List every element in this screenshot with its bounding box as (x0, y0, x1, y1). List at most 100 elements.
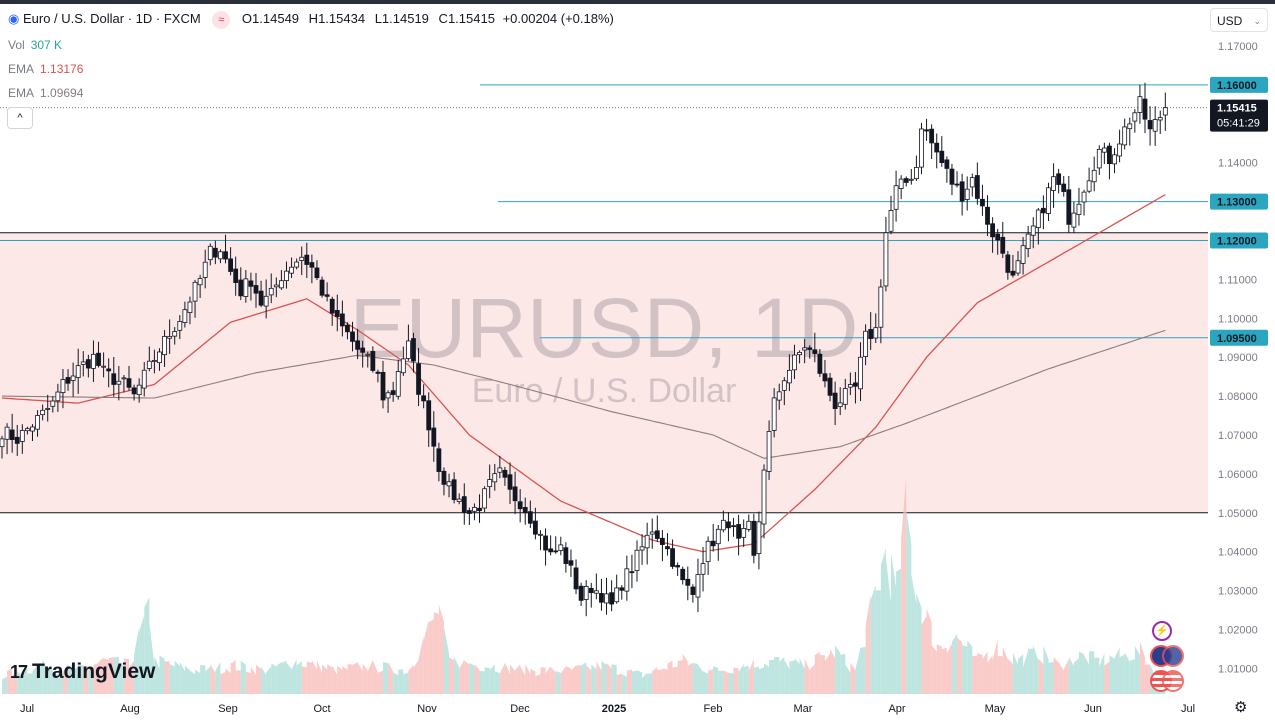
candle (451, 472, 457, 504)
volume-segment (794, 658, 800, 694)
volume-segment (1099, 653, 1105, 694)
volume-segment (758, 667, 764, 694)
candle (792, 344, 797, 379)
x-tick-label: Nov (417, 703, 437, 715)
candle-body (1127, 123, 1133, 130)
volume-segment (799, 658, 805, 694)
candle (101, 352, 106, 378)
candle-body (995, 233, 1001, 241)
volume-segment (809, 664, 815, 694)
volume-segment (52, 673, 58, 694)
volume-segment (723, 670, 729, 694)
candle (487, 464, 493, 499)
volume-segment (17, 671, 23, 694)
volume-segment (403, 672, 409, 694)
volume-segment (123, 658, 129, 694)
currency-select[interactable]: USD ⌄ (1210, 8, 1268, 32)
candle-body (868, 329, 874, 339)
candle-body (720, 519, 726, 531)
candle (660, 529, 665, 562)
volume-segment (804, 658, 810, 694)
lightning-icon[interactable]: ⚡ (1152, 621, 1172, 641)
settings-gear-icon[interactable]: ⚙ (1234, 699, 1248, 716)
volume-segment (1139, 641, 1145, 694)
candle (319, 276, 325, 298)
candle (345, 322, 350, 340)
volume-segment (586, 665, 592, 694)
candle-body (512, 486, 518, 502)
candle-body (771, 397, 777, 431)
y-tick-label: 1.06000 (1218, 469, 1258, 481)
candle-body (157, 351, 162, 364)
volume-indicator[interactable]: Vol 307 K (8, 38, 62, 52)
candle (822, 359, 828, 388)
candle (695, 558, 701, 613)
candle-body (883, 232, 889, 287)
volume-segment (129, 660, 135, 694)
candle (868, 312, 874, 350)
candle-body (228, 258, 234, 272)
volume-segment (62, 663, 69, 694)
candle (807, 345, 813, 359)
candle (705, 536, 711, 575)
candle (55, 383, 61, 412)
volume-segment (652, 666, 658, 694)
candle-body (4, 426, 10, 440)
candle-body (563, 547, 569, 564)
collapse-legend-button[interactable]: ^ (7, 107, 33, 129)
volume-segment (98, 657, 104, 694)
candle-body (715, 528, 721, 545)
market-status-icon[interactable]: ≈ (212, 11, 231, 29)
symbol-info[interactable]: ◉ Euro / U.S. Dollar · 1D · FXCM ≈ O1.14… (8, 11, 614, 29)
eu-flag-icon-2[interactable] (1162, 645, 1184, 667)
candle-body (741, 528, 747, 538)
candle (1101, 142, 1107, 165)
volume-segment (957, 637, 963, 694)
us-flag-icon-2[interactable] (1162, 670, 1184, 692)
volume-segment (911, 574, 917, 694)
candle (197, 274, 203, 298)
candle (482, 486, 488, 513)
high-label: H (308, 11, 319, 26)
candle (832, 381, 838, 426)
candle-body (1025, 233, 1031, 250)
volume-segment (47, 667, 53, 694)
volume-segment (728, 672, 734, 694)
y-tick-label: 1.09000 (1218, 352, 1258, 364)
candle (914, 155, 919, 181)
x-tick-label: Jul (1181, 703, 1195, 715)
candle (756, 511, 762, 570)
candle-body (299, 256, 305, 261)
volume-segment (916, 593, 922, 694)
candle (654, 515, 660, 542)
candle-body (1081, 191, 1087, 203)
candle-body (599, 593, 604, 603)
tradingview-logo[interactable]: 17 TradingView (10, 660, 155, 684)
candle (1000, 221, 1006, 259)
candle (934, 133, 940, 169)
candle (1046, 182, 1051, 222)
volume-segment (520, 665, 526, 694)
candle (939, 136, 945, 167)
candle-body (858, 356, 863, 390)
candle (167, 319, 173, 354)
candle (746, 514, 752, 532)
candle (853, 372, 858, 404)
volume-segment (322, 664, 328, 694)
candle-body (1137, 96, 1143, 113)
volume-segment (982, 651, 988, 694)
ema-fast-indicator[interactable]: EMA 1.13176 (8, 62, 83, 76)
candle (507, 462, 513, 505)
volume-segment (78, 664, 84, 694)
candle (543, 528, 548, 566)
volume-segment (774, 656, 780, 694)
current-price-tag (1210, 99, 1268, 132)
volume-segment (906, 509, 912, 694)
candle (446, 473, 452, 498)
candle-body (390, 390, 396, 395)
ema-slow-indicator[interactable]: EMA 1.09694 (8, 86, 83, 100)
volume-segment (189, 670, 196, 694)
candle (812, 332, 818, 363)
candle-body (1101, 147, 1107, 153)
